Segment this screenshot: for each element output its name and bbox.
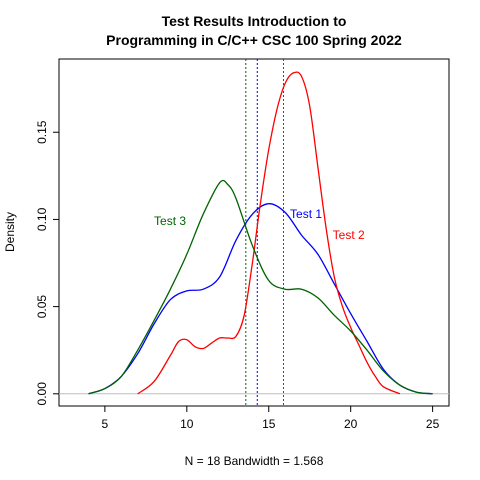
density-curve-test-2 <box>137 71 401 395</box>
chart-title-line-2: Programming in C/C++ CSC 100 Spring 2022 <box>106 32 402 48</box>
label-test-3: Test 3 <box>154 214 186 228</box>
y-axis: 0.00 0.05 0.10 0.15 <box>35 120 60 406</box>
y-tick-label: 0.00 <box>35 382 49 406</box>
x-tick-label: 25 <box>426 417 440 431</box>
mean-lines <box>245 59 284 406</box>
y-tick-label: 0.10 <box>35 207 49 231</box>
x-tick-label: 10 <box>180 417 194 431</box>
y-tick-label: 0.05 <box>35 295 49 319</box>
chart-title-line-1: Test Results Introduction to <box>162 13 347 29</box>
x-axis-label: N = 18 Bandwidth = 1.568 <box>185 454 324 468</box>
x-tick-label: 20 <box>344 417 358 431</box>
x-tick-label: 15 <box>262 417 276 431</box>
label-test-2: Test 2 <box>333 228 365 242</box>
x-tick-label: 5 <box>102 417 109 431</box>
density-curve-test-1 <box>88 203 433 395</box>
density-curve-test-3 <box>88 179 433 395</box>
label-test-1: Test 1 <box>290 207 322 221</box>
plot-frame <box>58 58 450 407</box>
annotation-layer: Test 1 Test 2 Test 3 <box>154 207 365 242</box>
y-tick-label: 0.15 <box>35 120 49 144</box>
y-axis-label: Density <box>3 212 17 252</box>
series-layer <box>88 71 433 395</box>
x-axis: 5 10 15 20 25 <box>102 405 440 431</box>
